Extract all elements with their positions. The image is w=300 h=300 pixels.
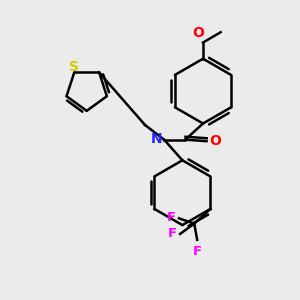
Text: F: F xyxy=(168,227,177,240)
Text: S: S xyxy=(69,61,79,74)
Text: O: O xyxy=(209,134,221,148)
Text: N: N xyxy=(151,131,163,146)
Text: F: F xyxy=(167,211,176,224)
Text: F: F xyxy=(193,244,202,257)
Text: O: O xyxy=(192,26,204,40)
